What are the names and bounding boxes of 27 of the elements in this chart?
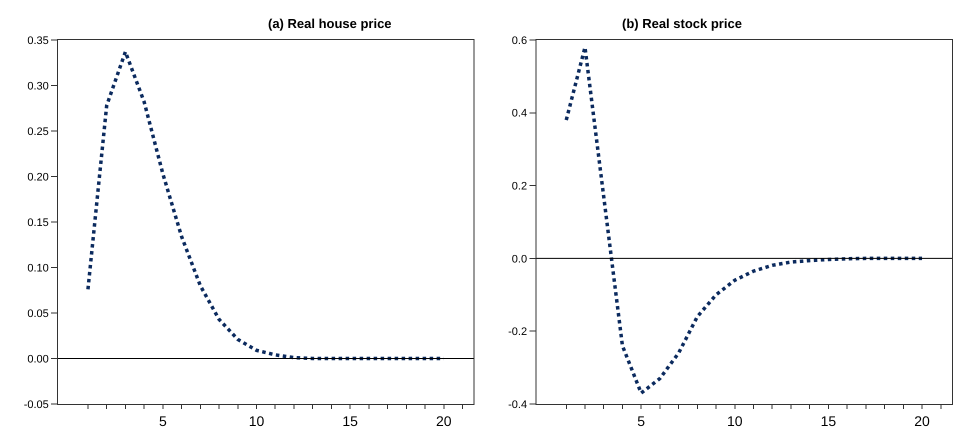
x-tick-label: 10	[726, 412, 743, 429]
y-tick-label: 0.05	[27, 308, 49, 320]
y-tick-label: 0.15	[27, 216, 49, 229]
chart-title: (a) Real house price	[268, 16, 392, 31]
y-tick-label: 0.20	[27, 171, 49, 184]
x-tick-label: 20	[436, 412, 452, 429]
chart-title: (b) Real stock price	[622, 16, 742, 31]
y-tick-label: 0.35	[27, 34, 49, 47]
y-tick-label: 0.00	[27, 353, 49, 366]
y-tick-label: -0.05	[24, 398, 49, 411]
y-tick-label: 0.10	[27, 262, 49, 274]
line-series	[86, 50, 446, 360]
x-tick-label: 5	[637, 412, 646, 429]
x-tick-label: 5	[158, 412, 167, 429]
x-tick-label: 10	[248, 412, 264, 429]
x-tick-label: 15	[820, 412, 836, 429]
x-tick-label: 20	[914, 412, 930, 429]
y-tick-label: -0.2	[508, 326, 528, 338]
y-tick-label: 0.6	[512, 34, 528, 47]
y-tick-label: 0.2	[512, 180, 528, 192]
y-tick-label: 0.25	[27, 126, 49, 138]
y-tick-label: -0.4	[508, 398, 528, 411]
y-tick-label: 0.0	[512, 253, 528, 266]
y-tick-label: 0.30	[27, 80, 49, 92]
y-tick-label: 0.4	[512, 108, 528, 120]
line-series	[564, 46, 924, 395]
x-tick-label: 15	[342, 412, 358, 429]
